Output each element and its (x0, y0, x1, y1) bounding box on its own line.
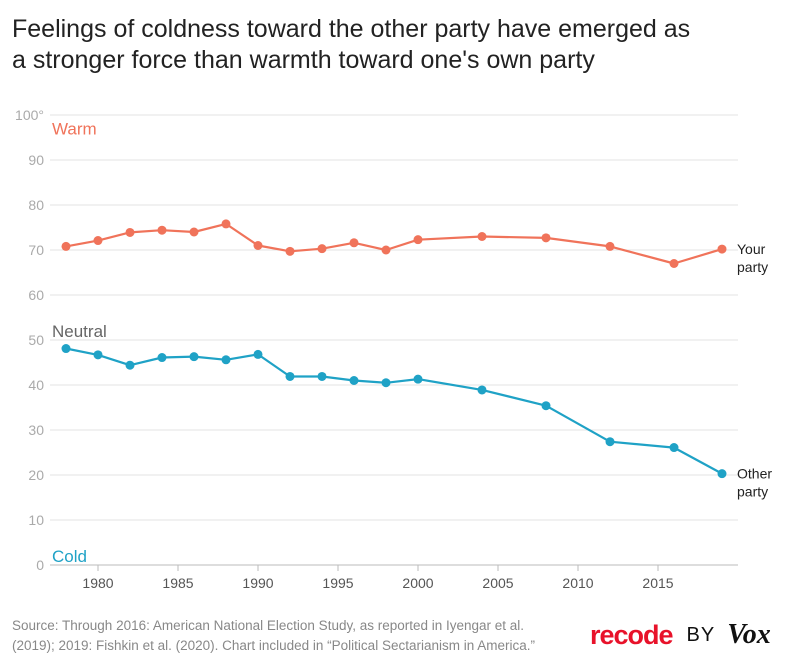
x-tick-label: 1980 (82, 575, 113, 591)
y-tick-label: 40 (28, 377, 44, 393)
data-point (541, 233, 551, 243)
data-point (157, 353, 167, 363)
chart-title: Feelings of coldness toward the other pa… (12, 14, 792, 76)
data-point (317, 371, 327, 381)
x-tick-label: 2000 (402, 575, 433, 591)
y-tick-label: 20 (28, 467, 44, 483)
data-point (221, 355, 231, 365)
series-label-line: Other (737, 466, 772, 482)
data-point (349, 376, 359, 385)
x-tick-label: 2010 (562, 575, 593, 591)
y-axis: 0 10 20 30 40 50 60 70 80 90 100° (15, 107, 44, 573)
data-point (125, 360, 135, 370)
data-point (669, 259, 679, 268)
data-point (253, 241, 263, 250)
data-point (413, 374, 423, 384)
data-point (221, 219, 231, 229)
data-point (253, 349, 263, 359)
series-group: Your party Other party (61, 219, 772, 500)
vox-logo: Vox (727, 619, 771, 650)
data-point (125, 227, 135, 237)
y-tick-label: 60 (28, 287, 44, 303)
x-tick-label: 1995 (322, 575, 353, 591)
source-note: Source: Through 2016: American National … (12, 616, 592, 656)
data-point (669, 443, 679, 453)
data-point (93, 236, 103, 246)
data-point (717, 469, 727, 479)
chart-title-line-1: Feelings of coldness toward the other pa… (12, 15, 691, 43)
x-tick-label: 2015 (642, 575, 673, 591)
data-point (413, 235, 423, 245)
data-point (285, 371, 295, 381)
annotation-warm: Warm (52, 120, 97, 139)
data-point (317, 244, 327, 254)
annotation-cold: Cold (52, 547, 87, 566)
chart-title-line-2: a stronger force than warmth toward one'… (12, 46, 595, 74)
recode-logo: recode (590, 619, 674, 650)
data-point (477, 385, 487, 395)
series-label-line: Your (737, 241, 766, 257)
y-tick-label: 0 (36, 557, 44, 573)
line-chart: 0 10 20 30 40 50 60 70 80 90 100° 1980 1985 1990 1995… (15, 107, 772, 591)
y-tick-label: 50 (28, 332, 44, 348)
y-tick-label: 30 (28, 422, 44, 438)
x-tick-label: 1990 (242, 575, 273, 591)
x-tick-label: 2005 (482, 575, 513, 591)
brand-logo: recode BY Vox (590, 618, 771, 652)
series-line (65, 347, 723, 475)
series-label-line: party (737, 484, 768, 500)
x-axis: 1980 1985 1990 1995 2000 2005 2010 2015 (82, 565, 674, 591)
source-line-2: (2019); 2019: Fishkin et al. (2020). Cha… (12, 638, 535, 653)
data-point (93, 350, 103, 360)
data-point (541, 401, 551, 411)
data-point (189, 227, 199, 237)
x-tick-label: 1985 (162, 575, 193, 591)
data-point (477, 232, 487, 241)
series-1: Your party (61, 219, 768, 275)
data-point (381, 245, 391, 255)
brand-by: BY (686, 623, 716, 646)
data-point (61, 344, 71, 354)
data-point (349, 238, 359, 248)
grid-lines (50, 114, 738, 566)
data-point (381, 378, 391, 388)
y-tick-label: 90 (28, 152, 44, 168)
source-line-1: Source: Through 2016: American National … (12, 618, 525, 633)
data-point (605, 241, 615, 251)
annotations: Warm Neutral Cold (52, 120, 107, 567)
series-label-line: party (737, 259, 768, 275)
series-label: Other party (737, 466, 772, 500)
data-point (61, 241, 71, 251)
y-tick-label: 10 (28, 512, 44, 528)
data-point (717, 244, 727, 254)
y-tick-label: 80 (28, 197, 44, 213)
annotation-neutral: Neutral (52, 322, 107, 341)
y-tick-label: 70 (28, 242, 44, 258)
data-point (189, 352, 199, 362)
data-point (285, 246, 295, 256)
series-2: Other party (61, 344, 772, 500)
series-label: Your party (737, 241, 768, 275)
data-point (605, 437, 615, 447)
data-point (157, 225, 167, 235)
y-tick-label: 100° (15, 107, 44, 123)
